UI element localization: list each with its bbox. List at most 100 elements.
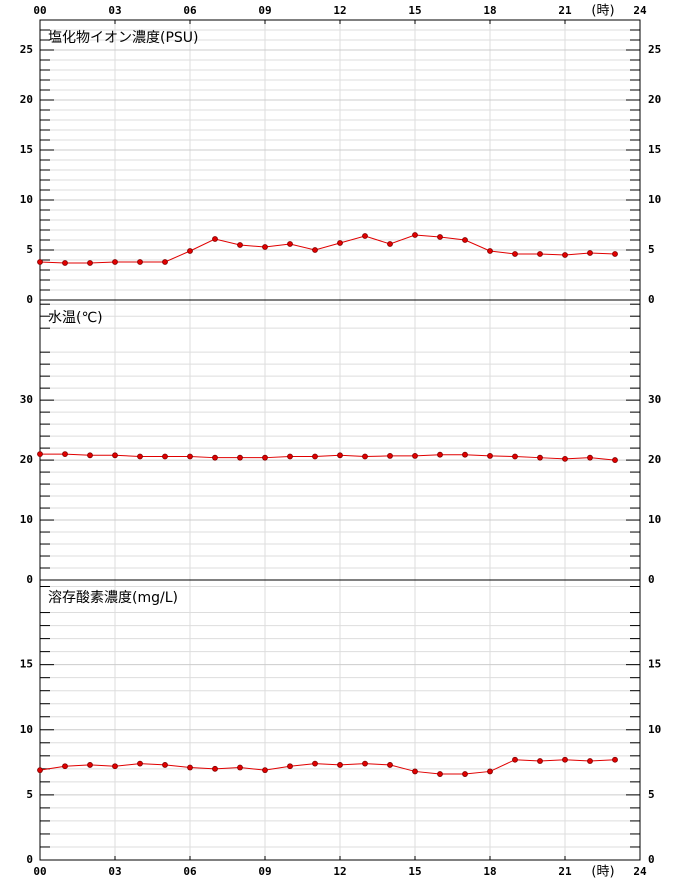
- data-point: [362, 760, 368, 767]
- data-point: [212, 236, 218, 242]
- data-point: [562, 455, 568, 462]
- data-point: [312, 453, 318, 460]
- data-point: [337, 240, 343, 246]
- y-tick-label-right: 0: [648, 293, 655, 306]
- data-point: [287, 453, 293, 460]
- data-point: [137, 453, 143, 460]
- y-tick-label-right: 10: [648, 723, 661, 736]
- data-point: [112, 259, 118, 265]
- y-tick-label-right: 25: [648, 43, 661, 56]
- data-point: [587, 454, 593, 461]
- data-point: [162, 259, 168, 265]
- data-point: [187, 453, 193, 460]
- y-tick-label-right: 10: [648, 193, 661, 206]
- data-point: [387, 762, 393, 768]
- data-point: [62, 260, 68, 266]
- x-tick-label: 12: [333, 4, 346, 17]
- data-point: [37, 767, 43, 774]
- y-tick-label: 25: [20, 43, 33, 56]
- data-point: [512, 251, 518, 257]
- data-point: [212, 454, 218, 461]
- data-point: [462, 237, 468, 243]
- data-point: [62, 763, 68, 770]
- data-point: [237, 242, 243, 248]
- data-line: [39, 759, 616, 775]
- x-axis-unit: (時): [591, 865, 614, 880]
- data-point: [37, 451, 43, 457]
- data-point: [362, 233, 368, 239]
- y-tick-label: 15: [20, 143, 33, 156]
- y-tick-label-right: 0: [648, 853, 655, 866]
- x-tick-label: 24: [633, 4, 647, 17]
- x-tick-label: 09: [258, 865, 271, 878]
- data-point: [362, 453, 368, 460]
- y-tick-label: 5: [26, 243, 33, 256]
- data-line: [39, 234, 616, 264]
- y-tick-label: 20: [20, 93, 33, 106]
- data-point: [312, 247, 318, 253]
- data-point: [337, 762, 343, 768]
- data-point: [612, 756, 618, 763]
- x-tick-label: 21: [558, 4, 572, 17]
- data-point: [162, 453, 168, 460]
- x-tick-label: 06: [183, 4, 197, 17]
- data-point: [137, 760, 143, 767]
- x-tick-label: 24: [633, 865, 647, 878]
- y-tick-label-right: 15: [648, 143, 661, 156]
- data-point: [462, 451, 468, 458]
- data-point: [587, 250, 593, 256]
- data-point: [187, 764, 193, 771]
- y-tick-label: 5: [26, 788, 33, 801]
- data-point: [212, 765, 218, 772]
- x-tick-label: 06: [183, 865, 197, 878]
- data-point: [537, 758, 543, 764]
- y-tick-label-right: 0: [648, 573, 655, 586]
- x-tick-label: 18: [483, 865, 496, 878]
- y-tick-label: 30: [20, 393, 33, 406]
- data-point: [137, 259, 143, 265]
- data-point: [487, 768, 493, 775]
- data-point: [562, 252, 568, 258]
- data-line: [40, 453, 616, 461]
- data-point: [437, 771, 443, 777]
- data-point: [312, 760, 318, 767]
- x-tick-label: 15: [408, 4, 421, 17]
- x-tick-label: 18: [483, 4, 496, 17]
- data-point: [512, 756, 518, 763]
- data-point: [487, 248, 493, 254]
- data-point: [237, 764, 243, 771]
- data-point: [87, 452, 93, 459]
- x-tick-label: 15: [408, 865, 421, 878]
- data-point: [412, 452, 418, 459]
- data-point: [162, 762, 168, 768]
- data-point: [587, 758, 593, 764]
- x-tick-label: 00: [33, 4, 46, 17]
- data-point: [387, 241, 393, 247]
- y-tick-label: 10: [20, 723, 33, 736]
- x-tick-label: 21: [558, 865, 572, 878]
- data-point: [437, 451, 443, 458]
- data-point: [62, 451, 68, 457]
- x-tick-label: 12: [333, 865, 346, 878]
- data-point: [87, 762, 93, 768]
- data-point: [537, 454, 543, 461]
- data-point: [612, 251, 618, 257]
- data-point: [412, 768, 418, 775]
- y-tick-label-right: 10: [648, 513, 661, 526]
- y-tick-label: 15: [20, 658, 33, 671]
- data-point: [537, 251, 543, 257]
- y-tick-label-right: 30: [648, 393, 661, 406]
- x-tick-label: 03: [108, 865, 121, 878]
- data-point: [112, 763, 118, 770]
- data-point: [262, 244, 268, 250]
- data-point: [237, 454, 243, 461]
- data-point: [462, 771, 468, 777]
- data-point: [262, 454, 268, 461]
- data-point: [187, 248, 193, 254]
- y-tick-label: 10: [20, 193, 33, 206]
- panel-title: 塩化物イオン濃度(PSU): [48, 30, 199, 46]
- data-point: [437, 234, 443, 240]
- data-point: [562, 756, 568, 763]
- x-tick-label: 00: [33, 865, 46, 878]
